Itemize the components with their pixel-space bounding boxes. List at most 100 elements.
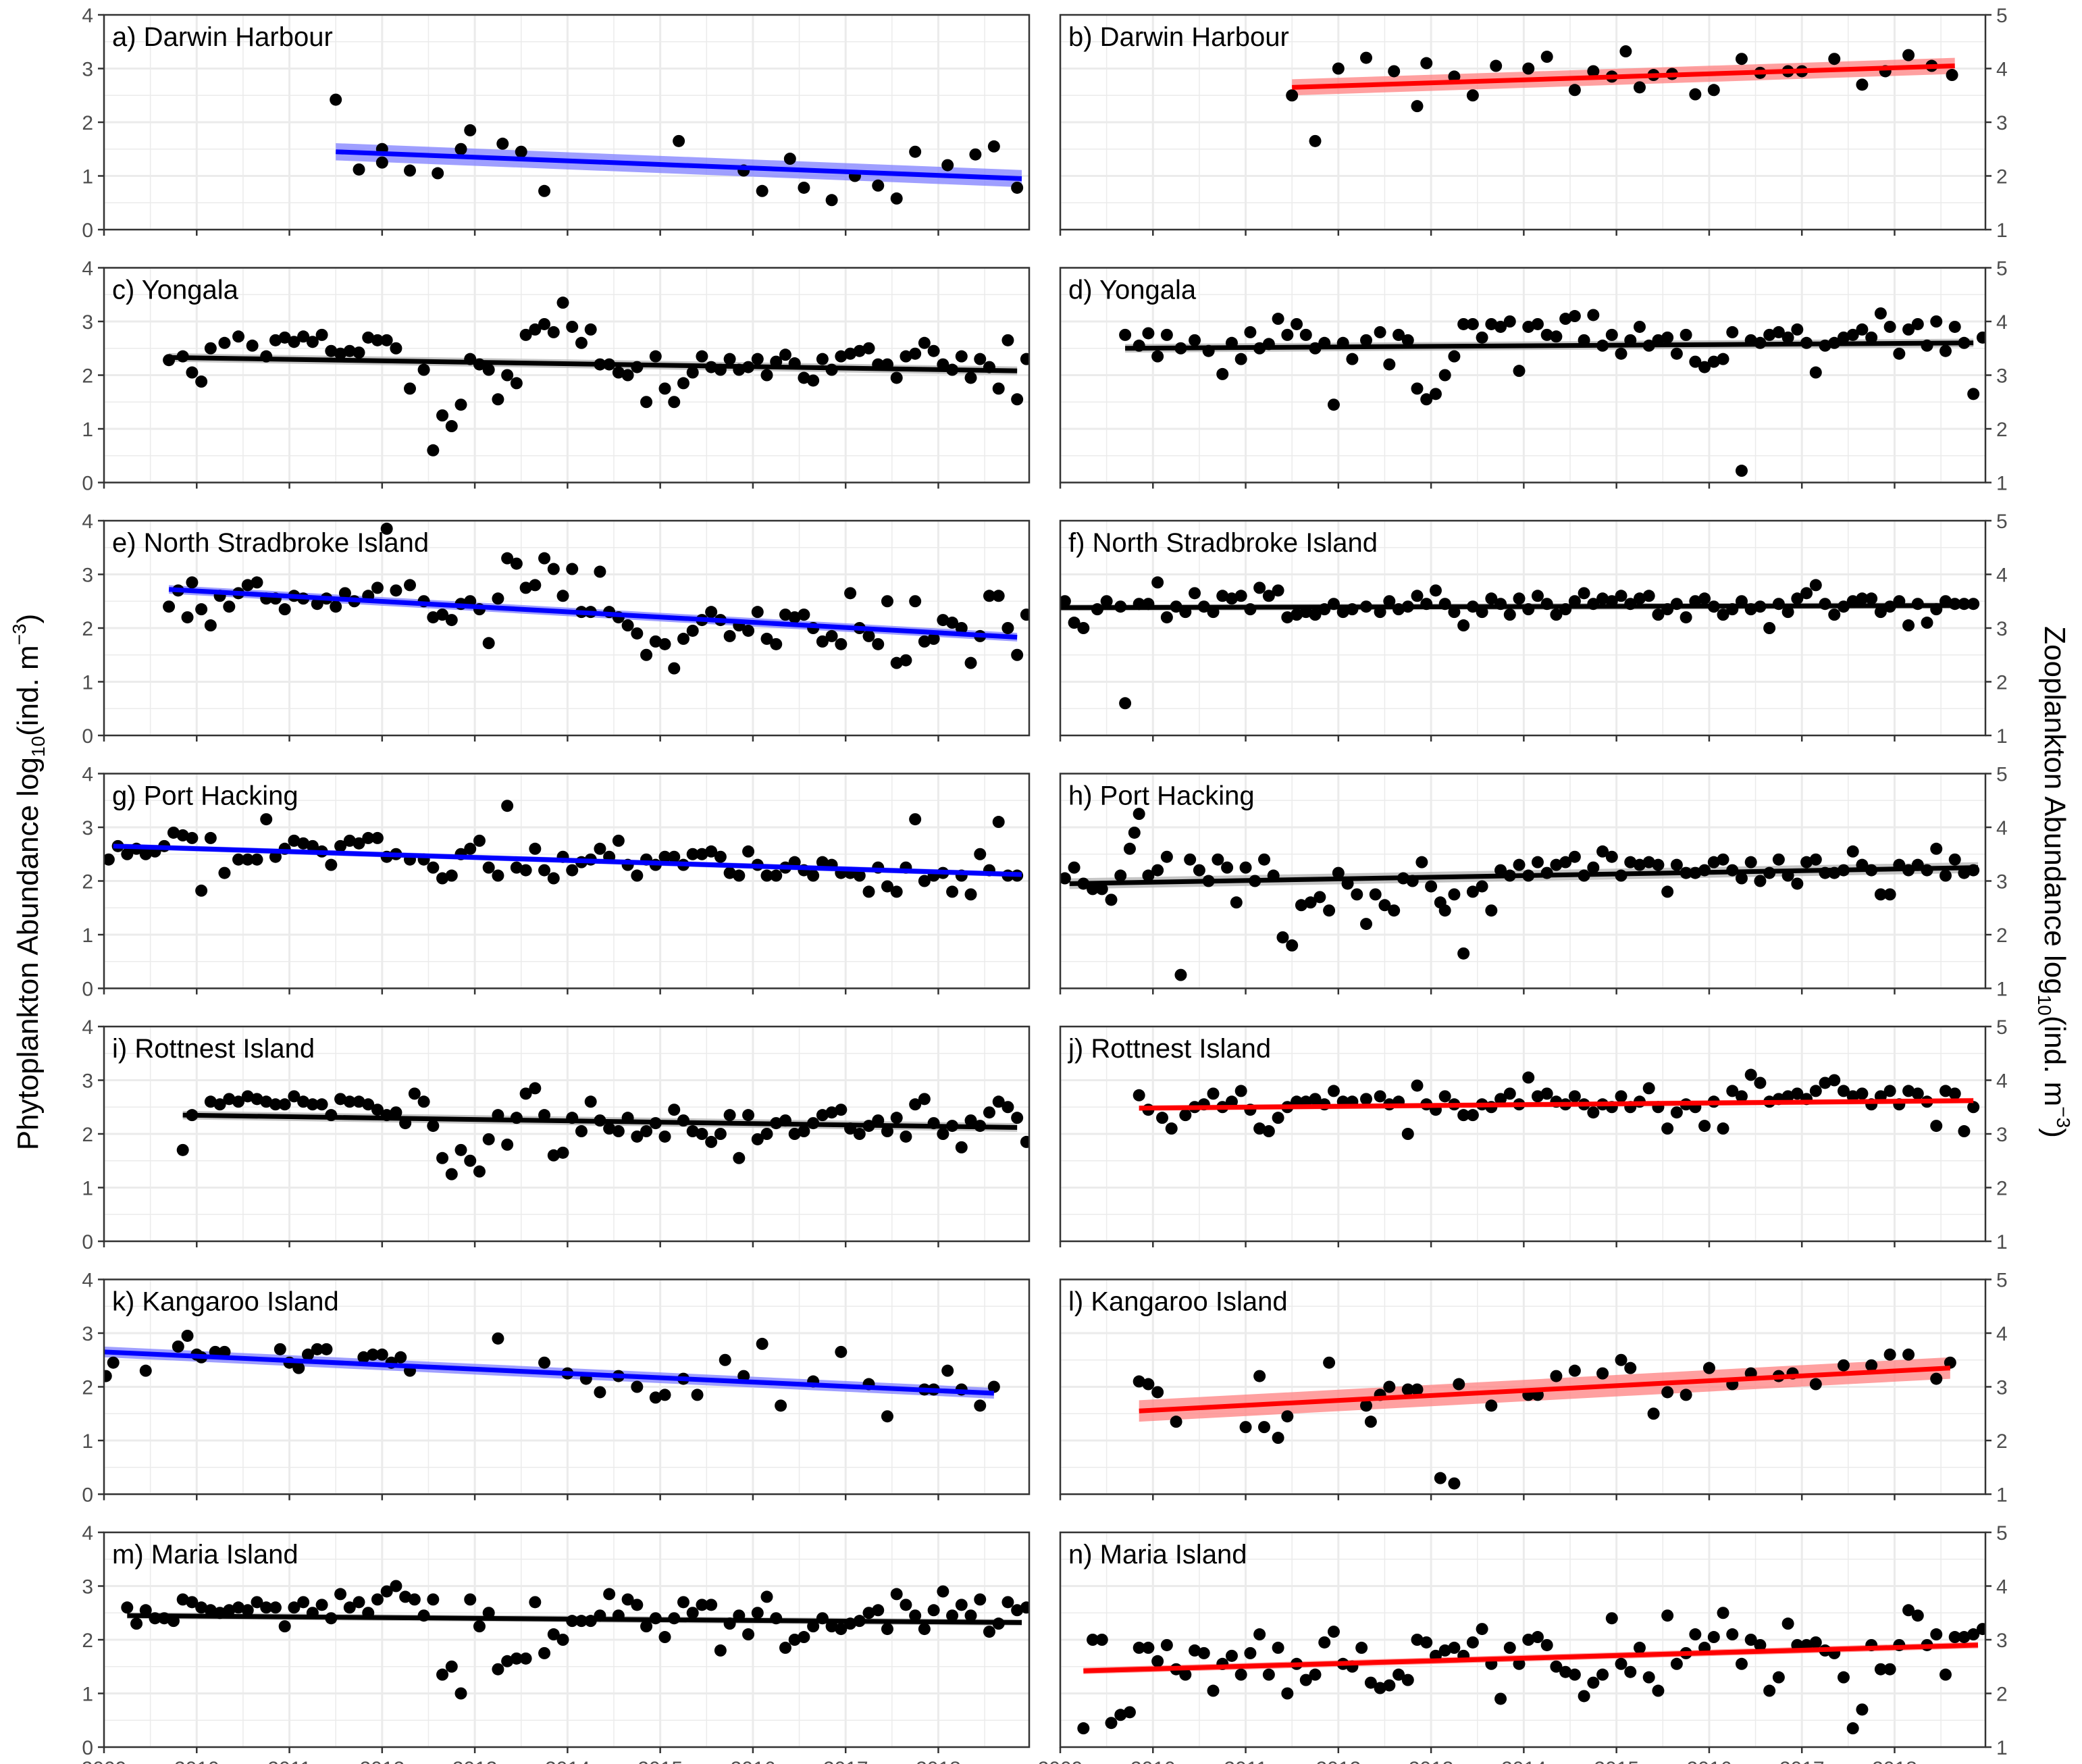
- data-point: [1939, 869, 1952, 882]
- data-point: [1550, 858, 1563, 871]
- data-point: [987, 140, 1000, 153]
- panel-a: a) Darwin Harbour 0 1 2 3 4: [82, 5, 1031, 242]
- data-point: [1550, 1370, 1563, 1382]
- data-point: [362, 831, 375, 844]
- data-point: [937, 614, 949, 627]
- data-point: [1735, 1657, 1748, 1670]
- left-ylabel-sup: −3: [9, 623, 30, 645]
- data-point: [1809, 579, 1822, 592]
- data-point: [1299, 1674, 1312, 1686]
- data-point: [1503, 608, 1516, 621]
- x-tick-label: 2015: [1594, 1758, 1639, 1764]
- data-point: [380, 522, 393, 535]
- data-point: [696, 1128, 708, 1140]
- data-point: [556, 1146, 569, 1159]
- data-point: [1633, 81, 1646, 94]
- data-point: [566, 320, 579, 333]
- data-point: [1559, 1665, 1572, 1678]
- data-point: [723, 866, 736, 879]
- data-point: [302, 1348, 315, 1361]
- data-point: [1902, 1604, 1915, 1617]
- data-point: [1522, 62, 1535, 75]
- right-ylabel-sub: 10: [2034, 995, 2055, 1016]
- x-tick-label: 2013: [1409, 1758, 1454, 1764]
- data-point: [1119, 697, 1132, 710]
- data-point: [779, 608, 791, 621]
- data-point: [1735, 872, 1748, 885]
- data-point: [1262, 1668, 1275, 1681]
- data-point: [501, 1655, 514, 1667]
- data-point: [909, 813, 922, 826]
- data-point: [1001, 334, 1014, 346]
- data-point: [1846, 1722, 1859, 1735]
- panel-m: m) Maria Island 0 1 2 3 4 2009 2010 2011 2012 2013…: [82, 1522, 1031, 1764]
- data-point: [798, 1125, 810, 1138]
- data-point: [1151, 1386, 1164, 1399]
- data-point: [1772, 1671, 1785, 1684]
- data-point: [1948, 320, 1961, 333]
- data-point: [353, 346, 365, 359]
- data-point: [464, 842, 477, 855]
- data-point: [1559, 313, 1572, 326]
- data-point: [1930, 1372, 1943, 1385]
- data-point: [547, 326, 560, 338]
- data-point: [1939, 1668, 1952, 1681]
- left-y-axis-label: Phytoplankton Abundance log10(ind. m−3): [9, 614, 49, 1150]
- data-point: [1596, 845, 1609, 858]
- data-point: [1077, 1722, 1090, 1735]
- y-tick-label: 1: [1996, 979, 2008, 1001]
- data-point: [218, 1345, 231, 1358]
- data-point: [696, 350, 708, 363]
- data-point: [584, 323, 597, 336]
- data-point: [1661, 1122, 1674, 1135]
- data-point: [631, 869, 644, 882]
- y-tick-label: 3: [1996, 618, 2008, 640]
- data-point: [862, 885, 875, 898]
- data-point: [964, 888, 977, 901]
- data-point: [1633, 320, 1646, 333]
- data-point: [1948, 853, 1961, 866]
- data-point: [1930, 315, 1943, 328]
- data-point: [677, 1596, 689, 1609]
- data-point: [649, 350, 662, 363]
- data-point: [1060, 595, 1071, 608]
- y-tick-label: 2: [82, 1124, 93, 1146]
- data-point: [1976, 1623, 1985, 1636]
- data-point: [1234, 590, 1247, 602]
- data-point: [844, 347, 857, 360]
- data-point: [742, 624, 755, 637]
- data-point: [1754, 1638, 1767, 1651]
- x-tick-label: 2009: [1038, 1758, 1083, 1764]
- data-point: [1221, 861, 1234, 874]
- data-point: [1476, 1623, 1488, 1636]
- trend-line: [168, 587, 1018, 640]
- data-point: [297, 1596, 310, 1609]
- data-point: [575, 336, 588, 349]
- data-point: [756, 184, 769, 197]
- data-point: [1011, 393, 1024, 406]
- data-point: [1466, 89, 1479, 102]
- data-point: [297, 1095, 310, 1108]
- data-point: [807, 374, 820, 387]
- data-point: [195, 1601, 208, 1614]
- data-point: [1485, 592, 1498, 605]
- data-point: [1415, 856, 1428, 868]
- data-point: [918, 336, 931, 349]
- x-tick-label: 2012: [1316, 1758, 1361, 1764]
- data-point: [1689, 88, 1702, 101]
- data-point: [529, 579, 542, 592]
- data-point: [394, 1351, 407, 1364]
- data-point: [853, 344, 866, 357]
- x-axis: [103, 230, 939, 236]
- data-point: [529, 1082, 542, 1095]
- y-tick-label: 5: [1996, 1270, 2008, 1292]
- data-point: [594, 1386, 606, 1399]
- data-point: [1587, 861, 1600, 874]
- data-point: [705, 1599, 718, 1611]
- data-point: [1707, 355, 1720, 368]
- data-point: [454, 1687, 467, 1700]
- data-point: [269, 1601, 282, 1614]
- data-point: [195, 603, 208, 616]
- data-point: [1490, 59, 1503, 72]
- data-point: [723, 353, 736, 365]
